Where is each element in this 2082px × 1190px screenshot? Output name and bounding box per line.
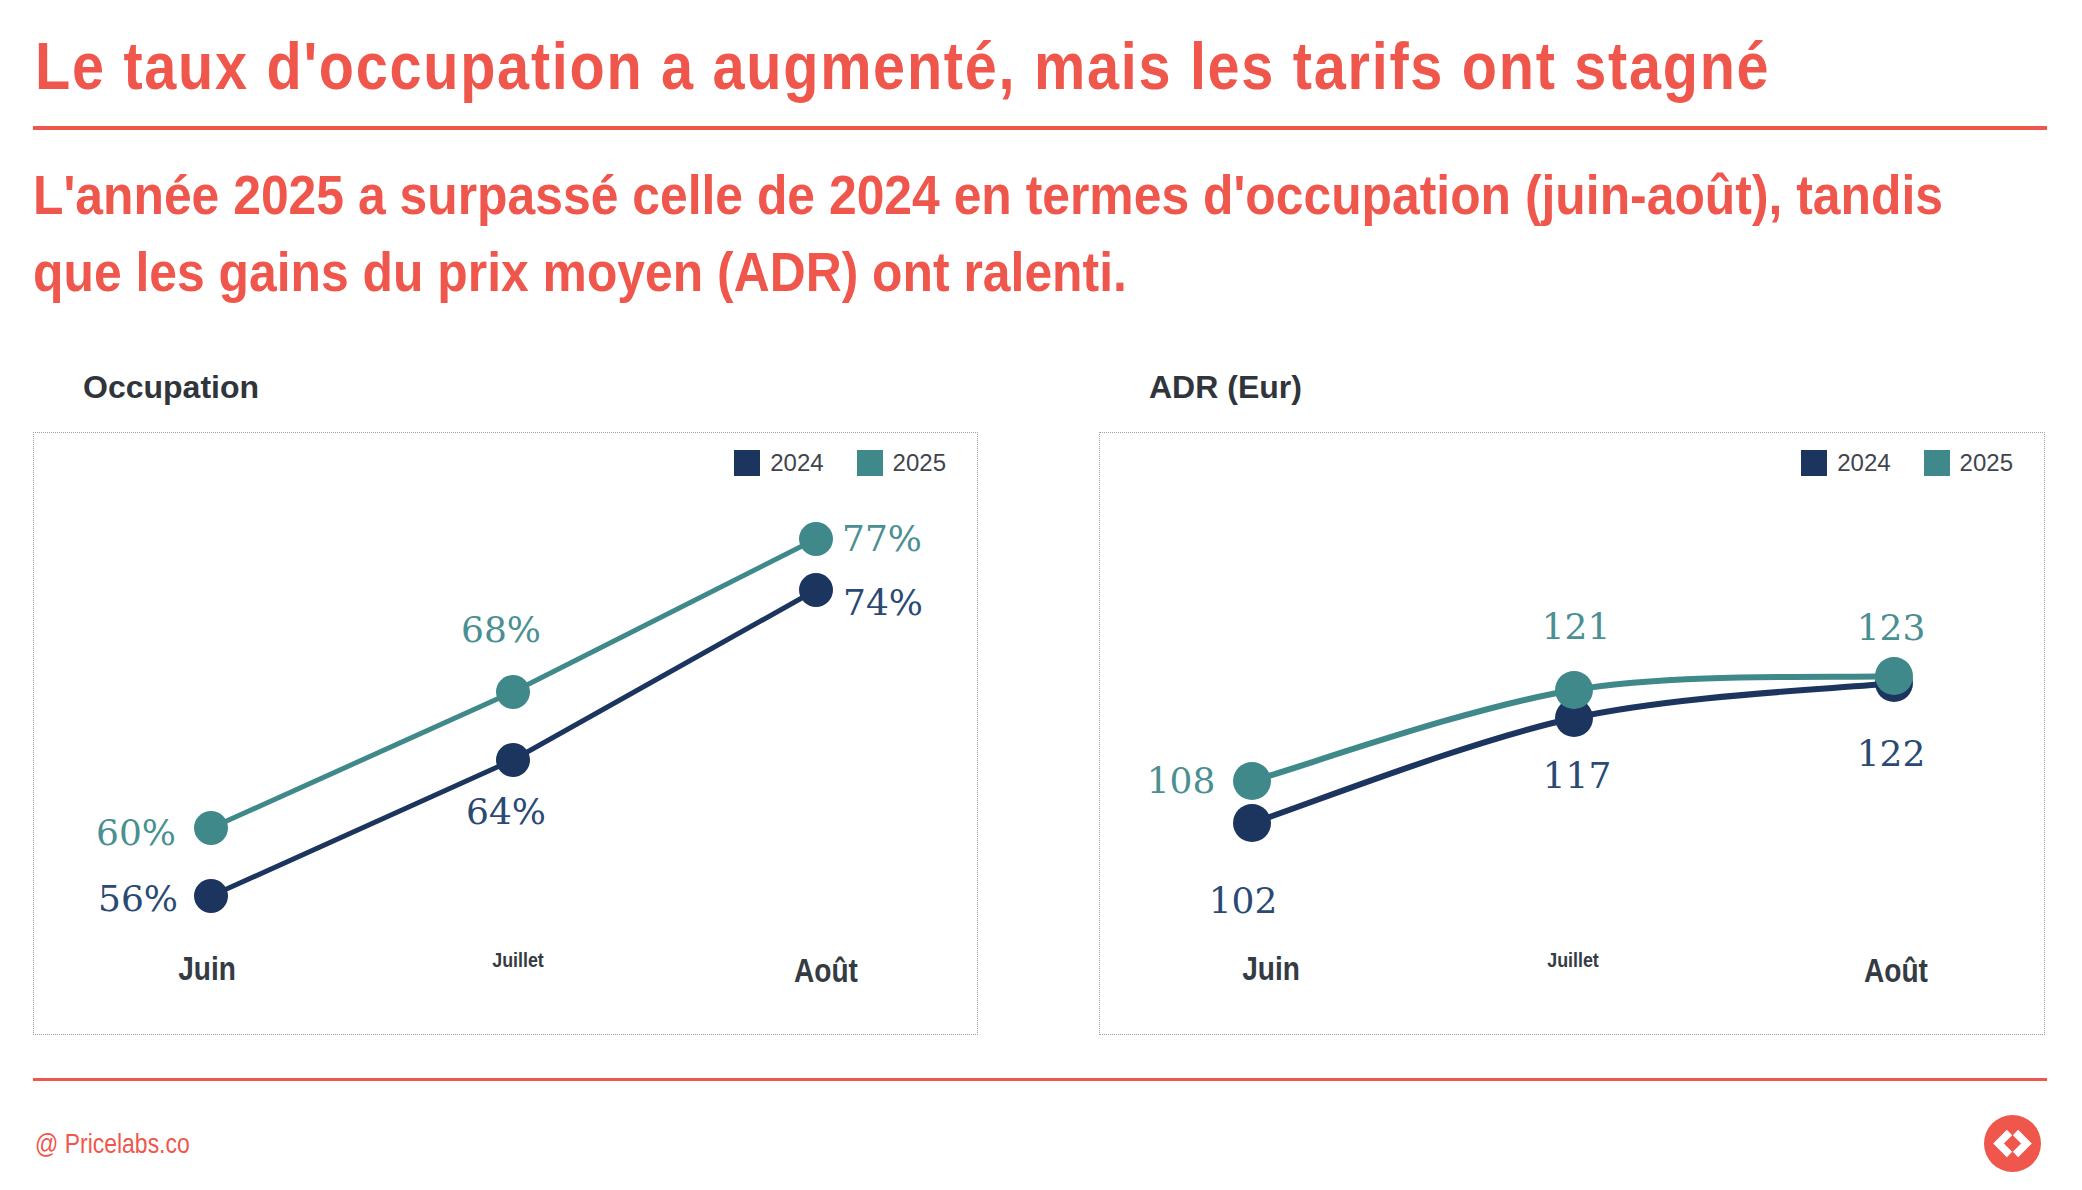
legend-label: 2024 [770, 449, 823, 477]
legend-swatch-2024 [1801, 450, 1827, 476]
axis-label-Juillet: Juillet [1547, 948, 1599, 972]
data-label-2024-Juillet: 117 [1543, 755, 1612, 796]
axis-label-Juillet: Juillet [492, 948, 544, 972]
legend: 2024 2025 [734, 449, 946, 477]
marker-2024-Juin [1233, 804, 1271, 842]
legend-item-2024: 2024 [734, 449, 823, 477]
data-label-2025-Juillet: 121 [1542, 606, 1611, 647]
legend: 2024 2025 [1801, 449, 2013, 477]
axis-label-Juin: Juin [1242, 950, 1300, 988]
data-label-2025-Juin: 108 [1147, 760, 1216, 801]
page-title: Le taux d'occupation a augmenté, mais le… [35, 27, 1770, 104]
plot: 102 117 122 108 121 123 [1100, 433, 2046, 1036]
legend-item-2024: 2024 [1801, 449, 1890, 477]
data-label-2025-Août: 123 [1857, 607, 1926, 648]
chart-title-occupation: Occupation [83, 369, 259, 406]
legend-swatch-2024 [734, 450, 760, 476]
footer-brand: @ Pricelabs.co [35, 1128, 190, 1160]
axis-label-Juin: Juin [178, 950, 236, 988]
data-label-2024-Juillet: 64% [466, 791, 546, 832]
subtitle-line-2: que les gains du prix moyen (ADR) ont ra… [33, 233, 2080, 310]
page-subtitle: L'année 2025 a surpassé celle de 2024 en… [33, 156, 2080, 310]
slide: Le taux d'occupation a augmenté, mais le… [0, 0, 2082, 1190]
data-label-2024-Juin: 56% [98, 878, 178, 919]
chart-occupation: 2024 2025 56% 64% 74% 60% 68% 77% Juin Juillet Aoû… [33, 432, 978, 1035]
data-label-2024-Août: 74% [843, 582, 923, 623]
legend-item-2025: 2025 [857, 449, 946, 477]
marker-2025-Juin [194, 811, 228, 845]
marker-2025-Août [799, 522, 833, 556]
legend-label: 2025 [893, 449, 946, 477]
chart-adr: 2024 2025 102 117 122 108 121 123 Juin Juillet Aoû… [1099, 432, 2045, 1035]
pricelabs-logo [1984, 1115, 2041, 1172]
data-label-2025-Juin: 60% [96, 812, 176, 853]
code-brackets-icon [1984, 1115, 2041, 1172]
legend-label: 2025 [1960, 449, 2013, 477]
chart-title-adr: ADR (Eur) [1149, 369, 1302, 406]
title-underline [33, 126, 2047, 130]
legend-label: 2024 [1837, 449, 1890, 477]
marker-2025-Août [1875, 657, 1913, 695]
legend-item-2025: 2025 [1924, 449, 2013, 477]
marker-2025-Juillet [496, 675, 530, 709]
subtitle-line-1: L'année 2025 a surpassé celle de 2024 en… [33, 156, 2080, 233]
axis-label-Août: Août [794, 952, 858, 990]
plot: 56% 64% 74% 60% 68% 77% [34, 433, 979, 1036]
data-label-2024-Août: 122 [1857, 733, 1926, 774]
data-label-2025-Août: 77% [842, 518, 922, 559]
marker-2024-Juillet [496, 743, 530, 777]
legend-swatch-2025 [857, 450, 883, 476]
marker-2024-Août [799, 573, 833, 607]
marker-2025-Juin [1233, 762, 1271, 800]
legend-swatch-2025 [1924, 450, 1950, 476]
data-label-2025-Juillet: 68% [461, 609, 541, 650]
footer-divider [33, 1078, 2047, 1081]
marker-2025-Juillet [1555, 671, 1593, 709]
marker-2024-Juin [194, 879, 228, 913]
axis-label-Août: Août [1864, 952, 1928, 990]
data-label-2024-Juin: 102 [1209, 880, 1278, 921]
